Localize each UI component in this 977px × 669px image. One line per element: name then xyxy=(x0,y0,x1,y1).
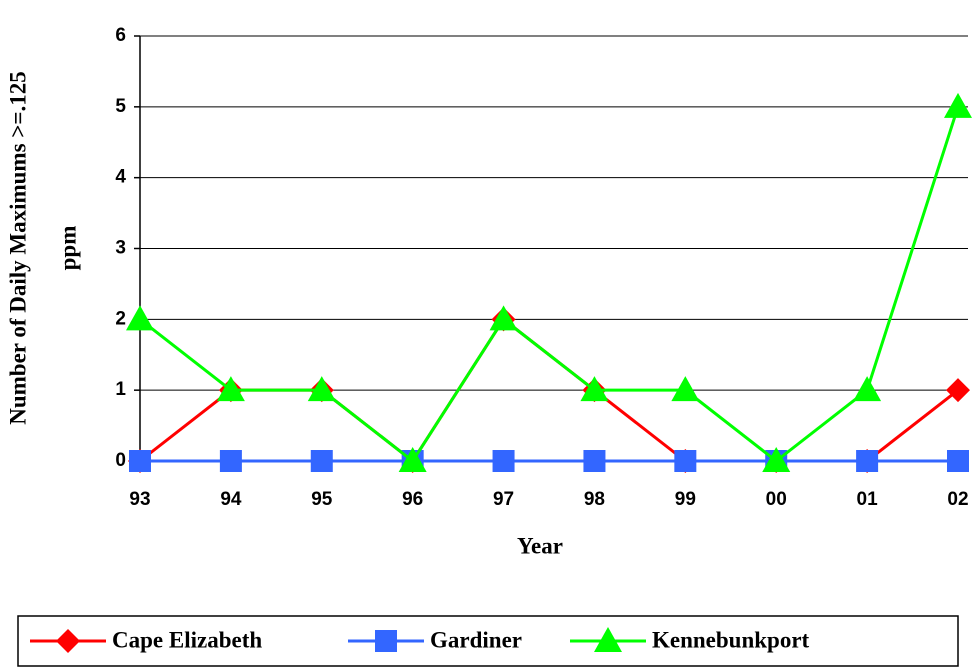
legend-marker xyxy=(56,629,80,653)
legend-label: Kennebunkport xyxy=(652,627,810,652)
x-tick-label: 99 xyxy=(675,489,696,510)
x-tick-label: 93 xyxy=(129,489,150,510)
data-point xyxy=(580,376,609,402)
data-point xyxy=(310,450,333,472)
data-point xyxy=(946,378,970,403)
legend-label: Cape Elizabeth xyxy=(112,627,262,652)
x-tick-label: 02 xyxy=(947,489,968,510)
series-line xyxy=(139,106,960,464)
x-tick-label: 94 xyxy=(220,489,242,510)
y-tick-label: 6 xyxy=(115,25,126,46)
data-point xyxy=(216,376,245,402)
x-tick-label: 01 xyxy=(857,489,879,510)
data-point xyxy=(398,447,427,472)
x-tick-label: 95 xyxy=(311,489,333,510)
x-tick-label: 00 xyxy=(766,489,787,510)
y-tick-label: 3 xyxy=(115,238,126,259)
legend-label: Gardiner xyxy=(430,627,522,652)
data-point xyxy=(129,450,151,472)
data-point xyxy=(126,305,154,331)
data-point xyxy=(947,450,969,472)
y-tick-label: 2 xyxy=(115,308,126,329)
y-axis-label: ppm xyxy=(55,226,80,271)
data-point xyxy=(307,376,336,402)
x-axis-label: Year xyxy=(517,533,563,558)
data-point xyxy=(674,450,697,472)
data-point xyxy=(856,450,879,472)
y-axis-label: Number of Daily Maximums >=.125 xyxy=(5,71,30,425)
y-tick-label: 4 xyxy=(115,167,126,188)
data-point xyxy=(492,450,515,472)
data-point xyxy=(762,447,791,472)
y-tick-label: 1 xyxy=(115,379,126,400)
x-tick-label: 98 xyxy=(584,489,605,510)
data-point xyxy=(671,376,700,402)
data-point xyxy=(583,450,606,472)
y-tick-label: 5 xyxy=(115,96,126,117)
x-tick-label: 96 xyxy=(402,489,423,510)
y-tick-label: 0 xyxy=(115,450,126,471)
data-point xyxy=(219,450,242,472)
data-point xyxy=(853,376,882,402)
data-point xyxy=(944,92,972,118)
legend-marker xyxy=(594,627,622,652)
data-point xyxy=(489,305,518,331)
legend-marker xyxy=(375,630,397,652)
x-tick-label: 97 xyxy=(493,489,514,510)
legend-box xyxy=(17,615,959,667)
